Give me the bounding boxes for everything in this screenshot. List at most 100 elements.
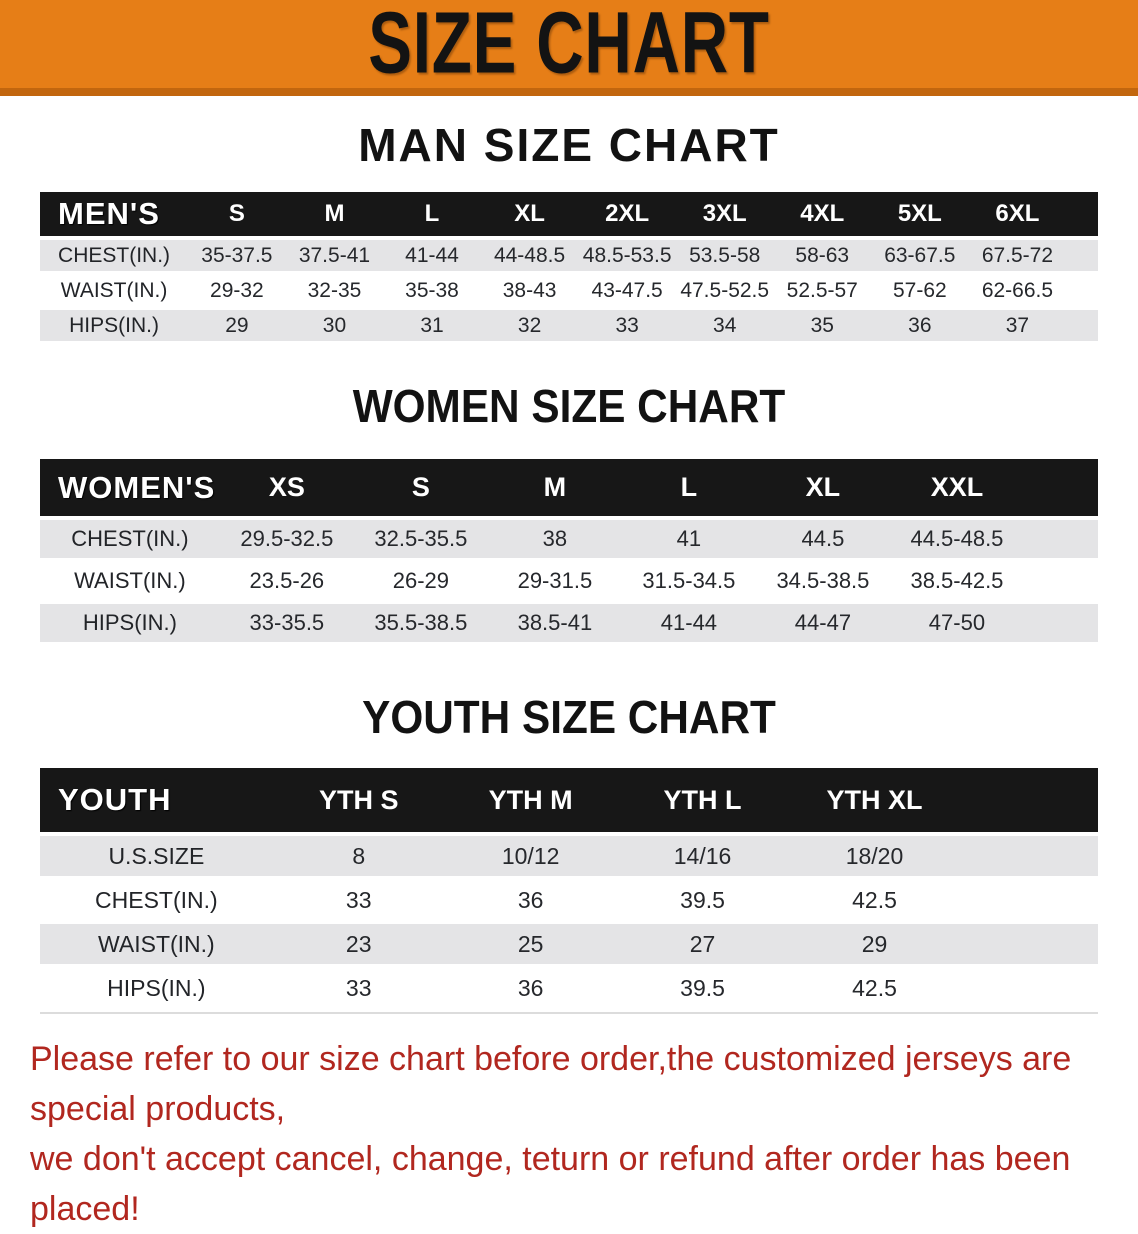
women-header-spacer [1023,459,1098,516]
men-row-spacer [1066,240,1098,271]
youth-row-label: WAIST(IN.) [40,924,273,964]
women-row-label: WAIST(IN.) [40,562,220,600]
men-corner-label: MEN'S [40,192,189,236]
men-size-table: MEN'S S M L XL 2XL 3XL 4XL 5XL 6XL CHEST(IN.) 35-37… [40,188,1098,345]
men-value-cell: 29-32 [188,275,286,306]
men-row-chestin: CHEST(IN.) 35-37.5 37.5-41 41-44 44-48.5 48.5… [40,240,1098,271]
men-value-cell: 38-43 [480,275,579,306]
men-value-cell: 29 [188,310,286,341]
women-value-cell: 44-47 [755,604,890,642]
men-value-cell: 35-37.5 [188,240,286,271]
youth-row-chestin: CHEST(IN.) 33 36 39.5 42.5 [40,880,1098,920]
men-value-cell: 35-38 [383,275,481,306]
youth-value-cell: 29 [788,924,961,964]
youth-value-cell: 39.5 [616,968,789,1008]
men-value-cell: 67.5-72 [968,240,1067,271]
youth-row-spacer [960,836,1098,876]
men-value-cell: 31 [383,310,481,341]
women-size-xl: XL [755,459,890,516]
youth-value-cell: 18/20 [788,836,961,876]
men-value-cell: 57-62 [871,275,969,306]
women-value-cell: 35.5-38.5 [353,604,488,642]
men-size-xl: XL [480,192,579,236]
men-size-3xl: 3XL [675,192,774,236]
men-row-label: WAIST(IN.) [40,275,189,306]
men-row-label: CHEST(IN.) [40,240,189,271]
women-value-cell: 23.5-26 [219,562,354,600]
men-size-5xl: 5XL [871,192,969,236]
men-value-cell: 62-66.5 [968,275,1067,306]
men-value-cell: 35 [773,310,872,341]
men-value-cell: 44-48.5 [480,240,579,271]
men-header-spacer [1066,192,1098,236]
women-size-table-container: WOMEN'S XS S M L XL XXL CHEST(IN.) 29.5-32.5 32.5… [40,455,1098,646]
men-row-waistin: WAIST(IN.) 29-32 32-35 35-38 38-43 43-47.5 47.… [40,275,1098,306]
men-row-spacer [1066,275,1098,306]
men-value-cell: 53.5-58 [675,240,774,271]
women-value-cell: 44.5 [755,520,890,558]
men-row-label: HIPS(IN.) [40,310,189,341]
man-section-heading: MAN SIZE CHART [358,119,780,171]
women-size-l: L [621,459,756,516]
disclaimer-line-2: we don't accept cancel, change, teturn o… [30,1140,1071,1228]
youth-row-label: CHEST(IN.) [40,880,273,920]
youth-size-yth-m: YTH M [444,768,617,832]
women-value-cell: 41 [621,520,756,558]
men-row-spacer [1066,310,1098,341]
youth-size-table: YOUTH YTH S YTH M YTH L YTH XL U.S.SIZE 8 10/12… [40,764,1098,1012]
youth-row-label: HIPS(IN.) [40,968,273,1008]
youth-section-heading: YOUTH SIZE CHART [362,691,776,743]
youth-row-spacer [960,880,1098,920]
women-value-cell: 26-29 [353,562,488,600]
youth-value-cell: 14/16 [616,836,789,876]
youth-row-hipsin: HIPS(IN.) 33 36 39.5 42.5 [40,968,1098,1008]
women-size-xs: XS [219,459,354,516]
men-value-cell: 36 [871,310,969,341]
youth-value-cell: 27 [616,924,789,964]
youth-value-cell: 42.5 [788,968,961,1008]
men-size-4xl: 4XL [773,192,872,236]
men-size-m: M [285,192,384,236]
men-size-s: S [188,192,286,236]
men-value-cell: 47.5-52.5 [675,275,774,306]
youth-row-label: U.S.SIZE [40,836,273,876]
men-value-cell: 52.5-57 [773,275,872,306]
banner-title: SIZE CHART [368,0,770,92]
women-row-label: HIPS(IN.) [40,604,220,642]
men-value-cell: 32 [480,310,579,341]
men-value-cell: 34 [675,310,774,341]
youth-row-waistin: WAIST(IN.) 23 25 27 29 [40,924,1098,964]
women-value-cell: 38 [487,520,622,558]
women-value-cell: 29-31.5 [487,562,622,600]
men-row-hipsin: HIPS(IN.) 29 30 31 32 33 34 35 36 37 [40,310,1098,341]
women-value-cell: 31.5-34.5 [621,562,756,600]
youth-size-yth-xl: YTH XL [788,768,961,832]
youth-value-cell: 23 [272,924,445,964]
women-value-cell: 32.5-35.5 [353,520,488,558]
youth-value-cell: 36 [444,880,617,920]
women-value-cell: 38.5-41 [487,604,622,642]
youth-header-spacer [960,768,1098,832]
men-value-cell: 33 [578,310,676,341]
women-section-heading: WOMEN SIZE CHART [352,380,786,432]
youth-value-cell: 8 [272,836,445,876]
women-value-cell: 29.5-32.5 [219,520,354,558]
men-size-l: L [383,192,481,236]
youth-value-cell: 10/12 [444,836,617,876]
women-value-cell: 41-44 [621,604,756,642]
women-value-cell: 38.5-42.5 [889,562,1024,600]
disclaimer-line-1: Please refer to our size chart before or… [30,1040,1072,1128]
women-corner-label: WOMEN'S [40,459,220,516]
youth-row-ussize: U.S.SIZE 8 10/12 14/16 18/20 [40,836,1098,876]
men-size-table-container: MEN'S S M L XL 2XL 3XL 4XL 5XL 6XL CHEST(IN.) 35-37… [40,188,1098,345]
order-disclaimer: Please refer to our size chart before or… [30,1034,1108,1234]
men-value-cell: 48.5-53.5 [578,240,676,271]
women-row-chestin: CHEST(IN.) 29.5-32.5 32.5-35.5 38 41 44.5 44.5… [40,520,1098,558]
youth-header-row: YOUTH YTH S YTH M YTH L YTH XL [40,768,1098,832]
youth-value-cell: 42.5 [788,880,961,920]
women-size-m: M [487,459,622,516]
men-value-cell: 43-47.5 [578,275,676,306]
youth-value-cell: 25 [444,924,617,964]
youth-value-cell: 36 [444,968,617,1008]
men-value-cell: 63-67.5 [871,240,969,271]
